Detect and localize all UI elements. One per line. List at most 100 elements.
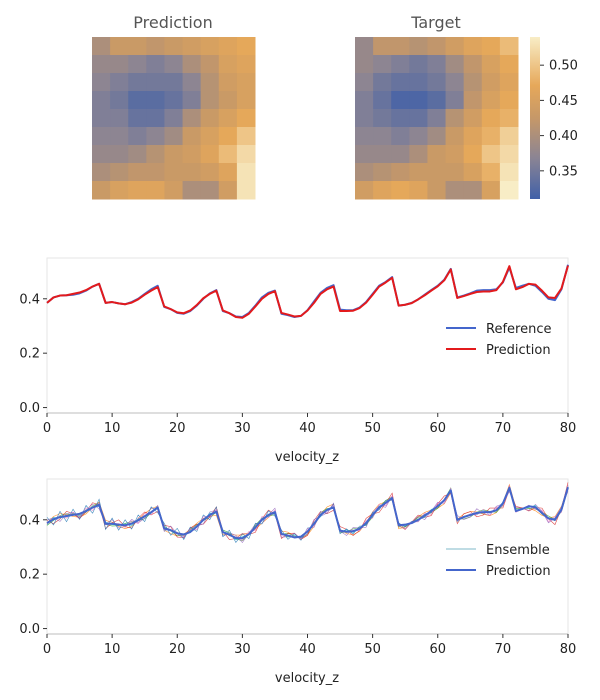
heatmap-cell bbox=[200, 127, 220, 146]
heatmap-target-title: Target bbox=[410, 13, 461, 32]
heatmap-cell bbox=[499, 109, 519, 128]
heatmap-cell bbox=[463, 163, 483, 182]
heatmap-cell bbox=[182, 163, 202, 182]
heatmap-cell bbox=[355, 181, 374, 200]
plot1-xlabel: velocity_z bbox=[275, 450, 339, 465]
line-chart-ensemble: 0 10 20 30 40 50 60 70 80 0.0 0.2 0.4 velocity_z En… bbox=[19, 478, 576, 686]
heatmap-cell bbox=[463, 109, 483, 128]
heatmap-cell bbox=[218, 127, 238, 146]
heatmap-cell bbox=[427, 73, 447, 92]
heatmap-cell bbox=[218, 145, 238, 164]
heatmap-cell bbox=[146, 145, 165, 164]
heatmap-cell bbox=[110, 55, 129, 74]
heatmap-cell bbox=[427, 91, 447, 110]
x-tick-label: 20 bbox=[169, 421, 186, 436]
heatmap-cell bbox=[409, 37, 428, 56]
heatmap-cell bbox=[164, 55, 184, 74]
x-tick-label: 60 bbox=[429, 421, 446, 436]
heatmap-cell bbox=[427, 181, 447, 200]
heatmap-cell bbox=[164, 73, 184, 92]
x-tick-label: 30 bbox=[234, 421, 251, 436]
heatmap-cell bbox=[128, 145, 147, 164]
heatmap-cell bbox=[499, 37, 519, 56]
heatmap-cell bbox=[463, 55, 483, 74]
heatmap-cell bbox=[110, 163, 129, 182]
heatmap-cell bbox=[409, 127, 428, 146]
heatmap-target bbox=[355, 37, 519, 200]
heatmap-cell bbox=[182, 127, 202, 146]
heatmap-cell bbox=[128, 109, 147, 128]
heatmap-cell bbox=[499, 73, 519, 92]
heatmap-cell bbox=[355, 127, 374, 146]
heatmap-cell bbox=[164, 127, 184, 146]
heatmap-cell bbox=[128, 163, 147, 182]
heatmap-cell bbox=[236, 109, 256, 128]
heatmap-cell bbox=[92, 55, 111, 74]
heatmap-cell bbox=[373, 163, 392, 182]
x-tick-label: 40 bbox=[299, 421, 316, 436]
heatmap-cell bbox=[146, 181, 165, 200]
heatmap-cell bbox=[218, 73, 238, 92]
heatmap-cell bbox=[182, 55, 202, 74]
heatmap-cell bbox=[445, 55, 465, 74]
y-tick-label: 0.0 bbox=[19, 622, 40, 637]
heatmap-cell bbox=[218, 37, 238, 56]
series-line-prediction bbox=[46, 265, 569, 319]
heatmap-cell bbox=[409, 181, 428, 200]
heatmap-cell bbox=[499, 181, 519, 200]
heatmap-cell bbox=[445, 163, 465, 182]
heatmap-cell bbox=[373, 37, 392, 56]
heatmap-cell bbox=[218, 181, 238, 200]
heatmap-cell bbox=[128, 127, 147, 146]
heatmap-cell bbox=[463, 73, 483, 92]
legend-prediction-label: Prediction bbox=[486, 343, 551, 358]
heatmap-cell bbox=[200, 55, 220, 74]
heatmap-cell bbox=[92, 163, 111, 182]
heatmap-cell bbox=[463, 127, 483, 146]
heatmap-cell bbox=[146, 109, 165, 128]
heatmap-cell bbox=[409, 91, 428, 110]
heatmap-cell bbox=[92, 37, 111, 56]
plot1-legend: Reference Prediction bbox=[446, 322, 551, 358]
legend-ensemble-label: Ensemble bbox=[486, 543, 550, 558]
heatmap-cell bbox=[427, 109, 447, 128]
heatmap-cell bbox=[128, 73, 147, 92]
heatmap-cell bbox=[128, 181, 147, 200]
colorbar-tick-label: 0.35 bbox=[549, 164, 578, 179]
heatmap-cell bbox=[481, 145, 501, 164]
heatmap-cell bbox=[481, 109, 501, 128]
heatmap-cell bbox=[391, 37, 410, 56]
heatmap-cell bbox=[355, 109, 374, 128]
heatmap-cell bbox=[355, 55, 374, 74]
heatmap-cell bbox=[391, 163, 410, 182]
heatmap-cell bbox=[128, 37, 147, 56]
heatmap-cell bbox=[409, 109, 428, 128]
heatmap-cell bbox=[182, 109, 202, 128]
x-tick-label: 30 bbox=[234, 642, 251, 657]
series-line-prediction bbox=[46, 486, 569, 540]
heatmap-cell bbox=[218, 109, 238, 128]
heatmap-cell bbox=[481, 181, 501, 200]
x-tick-label: 10 bbox=[104, 421, 121, 436]
heatmap-cell bbox=[92, 73, 111, 92]
heatmap-cell bbox=[463, 145, 483, 164]
heatmap-cell bbox=[92, 109, 111, 128]
heatmap-cell bbox=[373, 181, 392, 200]
heatmap-cell bbox=[164, 109, 184, 128]
heatmap-cell bbox=[182, 181, 202, 200]
heatmap-cell bbox=[481, 73, 501, 92]
heatmap-cell bbox=[499, 163, 519, 182]
x-tick-label: 40 bbox=[299, 642, 316, 657]
heatmap-cell bbox=[200, 73, 220, 92]
heatmap-cell bbox=[110, 127, 129, 146]
heatmap-cell bbox=[391, 55, 410, 74]
heatmap-cell bbox=[427, 127, 447, 146]
heatmap-cell bbox=[409, 163, 428, 182]
heatmap-cell bbox=[164, 163, 184, 182]
x-tick-label: 20 bbox=[169, 642, 186, 657]
heatmap-cell bbox=[200, 91, 220, 110]
heatmap-cell bbox=[200, 37, 220, 56]
heatmap-cell bbox=[481, 163, 501, 182]
heatmap-cell bbox=[182, 145, 202, 164]
x-tick-label: 0 bbox=[43, 642, 51, 657]
